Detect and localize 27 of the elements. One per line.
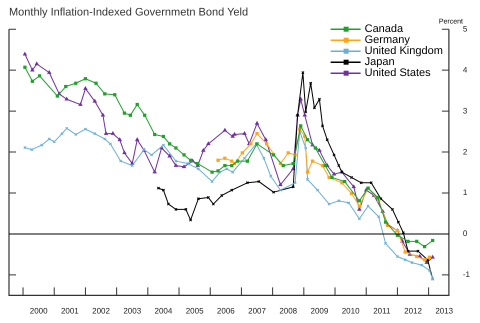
legend-label: United States: [364, 67, 432, 80]
y-tick-label: 2: [462, 147, 468, 156]
y-tick-label: 5: [462, 24, 468, 34]
x-tick-label: 2000: [30, 306, 48, 316]
x-tick-label: 2010: [342, 306, 360, 316]
x-tick-label: 2005: [186, 306, 204, 316]
legend-label: Canada: [364, 23, 404, 36]
x-tick-label: 2004: [154, 306, 173, 316]
y-tick-label: 1: [462, 188, 468, 198]
x-tick-label: 2013: [435, 306, 454, 316]
y-tick-label: -1: [462, 270, 471, 280]
legend-label: Germany: [364, 34, 410, 46]
x-tick-label: 2009: [310, 306, 329, 316]
x-tick-label: 2002: [92, 306, 110, 316]
x-tick-label: 2007: [248, 306, 266, 316]
chart-title: Monthly Inflation-Indexed Governmetn Bond Yeld: [9, 6, 248, 19]
y-tick-label: 3: [462, 106, 468, 116]
x-tick-label: 2012: [404, 306, 422, 316]
x-tick-label: 2006: [216, 306, 236, 316]
x-tick-label: 2003: [123, 306, 142, 316]
legend-label: United Kingdom: [364, 45, 443, 58]
y-tick-label: 4: [462, 65, 468, 74]
x-tick-label: 2008: [279, 306, 298, 316]
x-tick-label: 2001: [60, 306, 80, 316]
y-tick-label: 0: [462, 229, 468, 238]
x-tick-label: 2011: [373, 306, 391, 316]
legend-label: Japan: [364, 56, 395, 68]
